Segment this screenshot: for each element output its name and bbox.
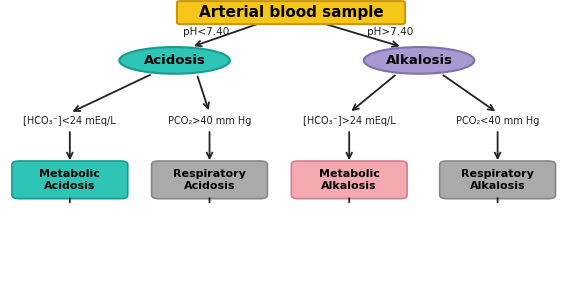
- Text: Alkalosis: Alkalosis: [385, 54, 453, 67]
- Text: Acidosis: Acidosis: [144, 54, 205, 67]
- Text: Metabolic
Acidosis: Metabolic Acidosis: [40, 169, 100, 191]
- Text: Arterial blood sample: Arterial blood sample: [198, 5, 384, 20]
- Ellipse shape: [364, 47, 474, 74]
- Text: pH<7.40: pH<7.40: [183, 27, 230, 37]
- FancyBboxPatch shape: [12, 161, 128, 199]
- Text: Respiratory
Acidosis: Respiratory Acidosis: [173, 169, 246, 191]
- FancyBboxPatch shape: [440, 161, 555, 199]
- Text: pH>7.40: pH>7.40: [367, 27, 413, 37]
- FancyBboxPatch shape: [291, 161, 407, 199]
- Ellipse shape: [119, 47, 230, 74]
- FancyBboxPatch shape: [177, 1, 405, 24]
- Text: [HCO₃⁻]<24 mEq/L: [HCO₃⁻]<24 mEq/L: [23, 116, 116, 126]
- Text: PCO₂<40 mm Hg: PCO₂<40 mm Hg: [456, 116, 540, 126]
- Text: [HCO₃⁻]>24 mEq/L: [HCO₃⁻]>24 mEq/L: [303, 116, 396, 126]
- Text: Metabolic
Alkalosis: Metabolic Alkalosis: [319, 169, 379, 191]
- Text: Respiratory
Alkalosis: Respiratory Alkalosis: [461, 169, 534, 191]
- FancyBboxPatch shape: [151, 161, 267, 199]
- Text: PCO₂>40 mm Hg: PCO₂>40 mm Hg: [168, 116, 251, 126]
